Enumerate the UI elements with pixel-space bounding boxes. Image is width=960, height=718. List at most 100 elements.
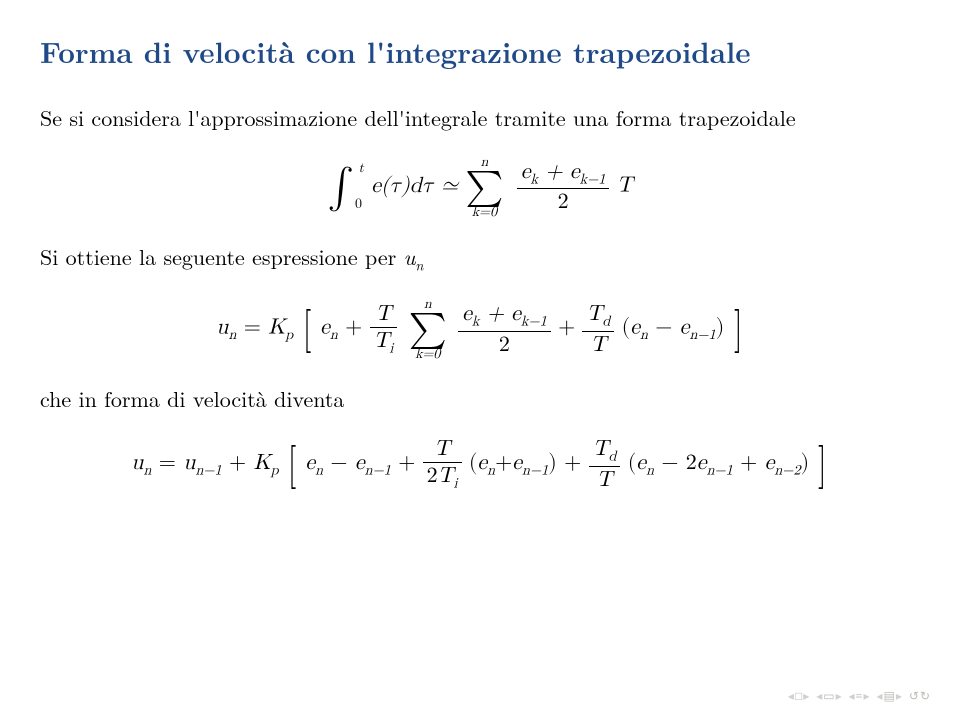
f3-en-sub: n bbox=[315, 463, 323, 478]
nav-cycle[interactable]: ↺ ↻ bbox=[909, 690, 930, 702]
plus: + bbox=[538, 161, 570, 183]
f3-2coef: 2 bbox=[686, 452, 697, 474]
plus3: + bbox=[558, 317, 582, 339]
den2: 2 bbox=[458, 332, 551, 358]
ek2: e bbox=[462, 303, 472, 325]
slide-title: Forma di velocità con l'integrazione tra… bbox=[40, 30, 920, 72]
nav-doc[interactable]: ◂ ▤ ▸ bbox=[876, 690, 901, 702]
f3-ten: e bbox=[636, 452, 646, 474]
nav-sec-icon[interactable]: ≡ bbox=[856, 690, 863, 702]
f3-eq: = bbox=[159, 452, 183, 474]
frac-1: ek + ek−1 2 bbox=[517, 159, 610, 215]
formula-un: un = Kp [ en + T Ti n ∑ k=0 ek + ek−1 2 … bbox=[40, 297, 920, 361]
kp-sub: p bbox=[285, 328, 293, 343]
integrand: e(τ)dτ ≃ bbox=[371, 175, 465, 197]
eq: = bbox=[244, 317, 268, 339]
f3-minus2: − bbox=[661, 452, 678, 474]
f3-plus4: + bbox=[564, 452, 581, 474]
nav-back-icon[interactable]: ◂ bbox=[788, 690, 794, 702]
plus-inner: + bbox=[479, 303, 511, 325]
f3-sen: e bbox=[477, 452, 487, 474]
ti-sub: i bbox=[389, 341, 393, 356]
f3-kp-sub: p bbox=[271, 463, 279, 478]
ti-a: T bbox=[374, 330, 390, 352]
nav-sub-icon[interactable]: ▭ bbox=[823, 690, 834, 702]
para-un: Si ottiene la seguente espressione per u… bbox=[40, 241, 920, 275]
nav-recycle-icon[interactable]: ↻ bbox=[920, 690, 930, 702]
nav-fwd-icon[interactable]: ▸ bbox=[803, 690, 809, 702]
lbracket: [ bbox=[302, 307, 311, 351]
f3-rbr: ] bbox=[818, 443, 827, 487]
frac-td: Td T bbox=[582, 301, 614, 357]
f3-u: u bbox=[131, 452, 143, 474]
td-sub: d bbox=[602, 314, 610, 329]
nav-back3-icon[interactable]: ◂ bbox=[849, 690, 855, 702]
f3-en2-sub: n−2 bbox=[774, 463, 800, 478]
nav-fwd3-icon[interactable]: ▸ bbox=[863, 690, 869, 702]
sigma-icon: ∑ bbox=[465, 169, 503, 205]
td-den: T bbox=[582, 332, 614, 358]
tail-en1: e bbox=[680, 317, 690, 339]
minus: − bbox=[648, 317, 680, 339]
nav-ffwd-icon[interactable]: ▸ bbox=[896, 690, 902, 702]
td-a: T bbox=[586, 303, 602, 325]
nav-slide[interactable]: ◂ □ ▸ bbox=[788, 690, 809, 702]
f3-en2: e bbox=[765, 452, 775, 474]
ek12: e bbox=[511, 303, 521, 325]
para2-sub: n bbox=[415, 255, 423, 275]
formula-velocity: un = un−1 + Kp [ en − en−1 + T 2Ti (en+e… bbox=[40, 436, 920, 492]
f3-kp: K bbox=[253, 452, 270, 474]
num-ek1: e bbox=[570, 161, 580, 183]
sum-upper: n bbox=[465, 155, 503, 169]
nav-doc-icon[interactable]: ▤ bbox=[884, 690, 895, 702]
rbracket: ] bbox=[733, 307, 742, 351]
f3-two: 2 bbox=[427, 465, 438, 487]
f3-uprev: u bbox=[183, 452, 195, 474]
para-velocity: che in forma di velocità diventa bbox=[40, 383, 920, 414]
f3-ten-sub: n bbox=[646, 463, 654, 478]
f3-ti: T bbox=[438, 465, 454, 487]
para2-var: u bbox=[404, 241, 416, 272]
f3-minus1: − bbox=[330, 452, 347, 474]
nav-circback-icon[interactable]: ↺ bbox=[909, 690, 919, 702]
t-num: T bbox=[370, 301, 398, 328]
f3-frac-ti: T 2Ti bbox=[423, 436, 462, 492]
en: e bbox=[320, 317, 330, 339]
f3-lbr: [ bbox=[288, 443, 297, 487]
nav-fback-icon[interactable]: ◂ bbox=[876, 690, 882, 702]
sum2-lower: k=0 bbox=[409, 347, 447, 361]
f3-frac-td: Td T bbox=[589, 436, 621, 492]
f3-sen-sub: n bbox=[487, 463, 495, 478]
f3-sen1-sub: n−1 bbox=[522, 463, 548, 478]
trail-T: T bbox=[617, 175, 633, 197]
frac-ek2: ek + ek−1 2 bbox=[458, 301, 551, 357]
f3-td: T bbox=[593, 438, 609, 460]
num-ek1-sub: k−1 bbox=[580, 171, 606, 186]
den-2: 2 bbox=[517, 189, 610, 215]
nav-back2-icon[interactable]: ◂ bbox=[816, 690, 822, 702]
sum-sign-2: n ∑ k=0 bbox=[409, 297, 447, 361]
f3-plus2: + bbox=[398, 452, 415, 474]
ek12-sub: k−1 bbox=[521, 314, 547, 329]
plus2: + bbox=[345, 317, 369, 339]
lhs-n: n bbox=[228, 328, 236, 343]
nav-section[interactable]: ◂ ≡ ▸ bbox=[849, 690, 870, 702]
f3-plus3: + bbox=[495, 452, 512, 474]
nav-frame-icon[interactable]: □ bbox=[795, 690, 802, 702]
lhs-u: u bbox=[216, 317, 228, 339]
int-upper: t bbox=[358, 161, 363, 175]
f3-td-sub: d bbox=[608, 449, 616, 464]
kp: K bbox=[268, 317, 285, 339]
f3-plus5: + bbox=[740, 452, 757, 474]
f3-2en1: e bbox=[697, 452, 707, 474]
nav-fwd2-icon[interactable]: ▸ bbox=[836, 690, 842, 702]
f3-sen1: e bbox=[512, 452, 522, 474]
f3-un: n bbox=[144, 463, 152, 478]
formula-integral: ∫ t 0 e(τ)dτ ≃ n ∑ k=0 ek + ek−1 2 T bbox=[40, 155, 920, 219]
f3-plus1: + bbox=[229, 452, 246, 474]
sum-lower: k=0 bbox=[465, 205, 503, 219]
num-ek: e bbox=[521, 161, 531, 183]
f3-2en1-sub: n−1 bbox=[707, 463, 733, 478]
sigma-icon-2: ∑ bbox=[409, 311, 447, 347]
nav-subsection[interactable]: ◂ ▭ ▸ bbox=[816, 690, 841, 702]
